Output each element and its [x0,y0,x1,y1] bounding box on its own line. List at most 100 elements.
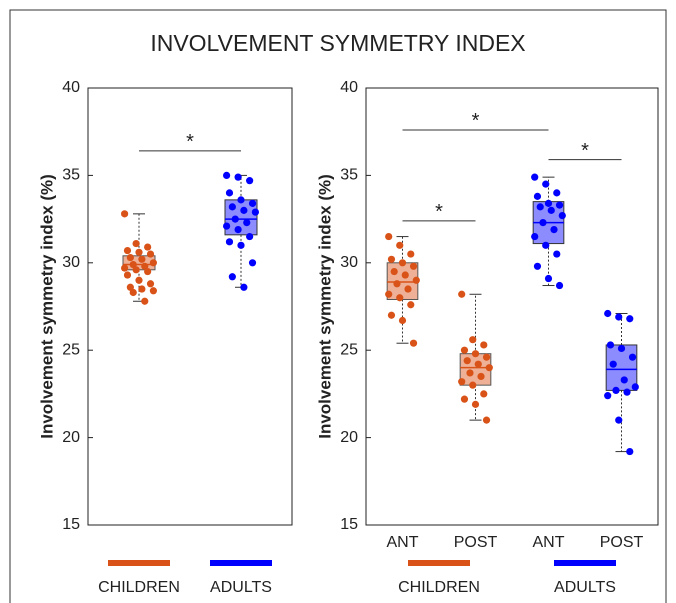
data-point [135,276,143,284]
data-point [617,344,626,353]
data-point [398,259,407,267]
data-point [409,262,418,270]
data-point [458,290,466,298]
data-point [385,232,393,241]
data-point [121,264,129,272]
data-point [628,353,637,361]
data-point [480,390,488,398]
y-tick-label: 25 [62,341,80,358]
data-point [606,341,615,349]
data-point [390,267,398,276]
data-point [533,262,542,270]
data-point [149,287,157,295]
data-point [485,364,493,372]
data-point [387,311,396,319]
data-point [237,241,245,249]
data-point [231,215,239,223]
y-axis-label: Involvement symmetry index (%) [315,174,334,439]
data-point [604,392,612,400]
data-point [407,301,415,309]
data-point [121,210,129,218]
data-point [123,271,132,279]
data-point [544,199,553,207]
data-point [480,341,488,349]
data-point [240,283,248,291]
y-tick-label: 20 [340,429,358,446]
y-tick-label: 40 [340,79,358,96]
data-point [393,280,401,288]
legend-label: ADULTS [210,579,272,596]
data-point [146,280,155,288]
data-point [246,232,254,241]
data-point [536,203,544,211]
significance-label: * [186,131,194,153]
data-point [144,267,152,276]
data-point [558,212,566,220]
data-point [531,232,539,241]
data-point [471,350,480,358]
data-point [553,189,561,197]
y-tick-label: 35 [62,167,80,184]
data-point [246,177,254,185]
data-point [138,285,146,293]
data-point [396,241,404,249]
data-point [531,173,539,181]
data-point [237,196,245,204]
data-point [555,281,564,290]
y-tick-label: 25 [340,341,358,358]
data-point [401,271,409,279]
data-point [387,255,396,263]
data-point [225,189,234,197]
data-point [542,180,550,188]
data-point [126,283,134,291]
data-point [623,388,631,396]
box [605,344,638,391]
y-tick-label: 40 [62,79,80,96]
data-point [129,288,137,297]
data-point [149,259,157,267]
data-point [547,206,555,214]
legend-swatch [408,560,470,566]
significance-label: * [435,201,443,223]
data-point [132,239,140,248]
legend-label: CHILDREN [98,579,180,596]
data-point [533,192,542,200]
plot-area [87,87,293,526]
data-point [471,400,480,408]
legend-swatch [108,560,170,566]
data-point [135,248,143,256]
data-point [482,353,491,361]
data-point [228,273,236,281]
data-point [129,260,137,269]
data-point [141,297,149,305]
data-point [228,203,236,211]
significance-label: * [581,140,589,162]
data-point [234,225,242,234]
data-point [539,218,547,227]
data-point [477,372,485,381]
data-point [223,171,231,179]
data-point [620,376,628,384]
y-tick-label: 35 [340,167,358,184]
data-point [240,206,248,214]
y-tick-label: 15 [340,516,358,533]
plot-area [365,87,659,526]
significance-label: * [472,110,480,132]
data-point [463,357,471,365]
data-point [542,241,550,249]
x-tick-label: ANT [533,534,565,551]
data-point [460,395,469,403]
y-axis-label: Involvement symmetry index (%) [37,174,56,439]
x-tick-label: ANT [387,534,419,551]
y-tick-label: 15 [62,516,80,533]
data-point [553,250,561,258]
x-tick-label: POST [454,534,498,551]
data-point [407,250,415,258]
data-point [251,208,259,216]
data-point [123,246,132,255]
data-point [412,276,420,284]
data-point [458,378,466,386]
y-tick-label: 30 [62,254,80,271]
data-point [141,262,149,270]
